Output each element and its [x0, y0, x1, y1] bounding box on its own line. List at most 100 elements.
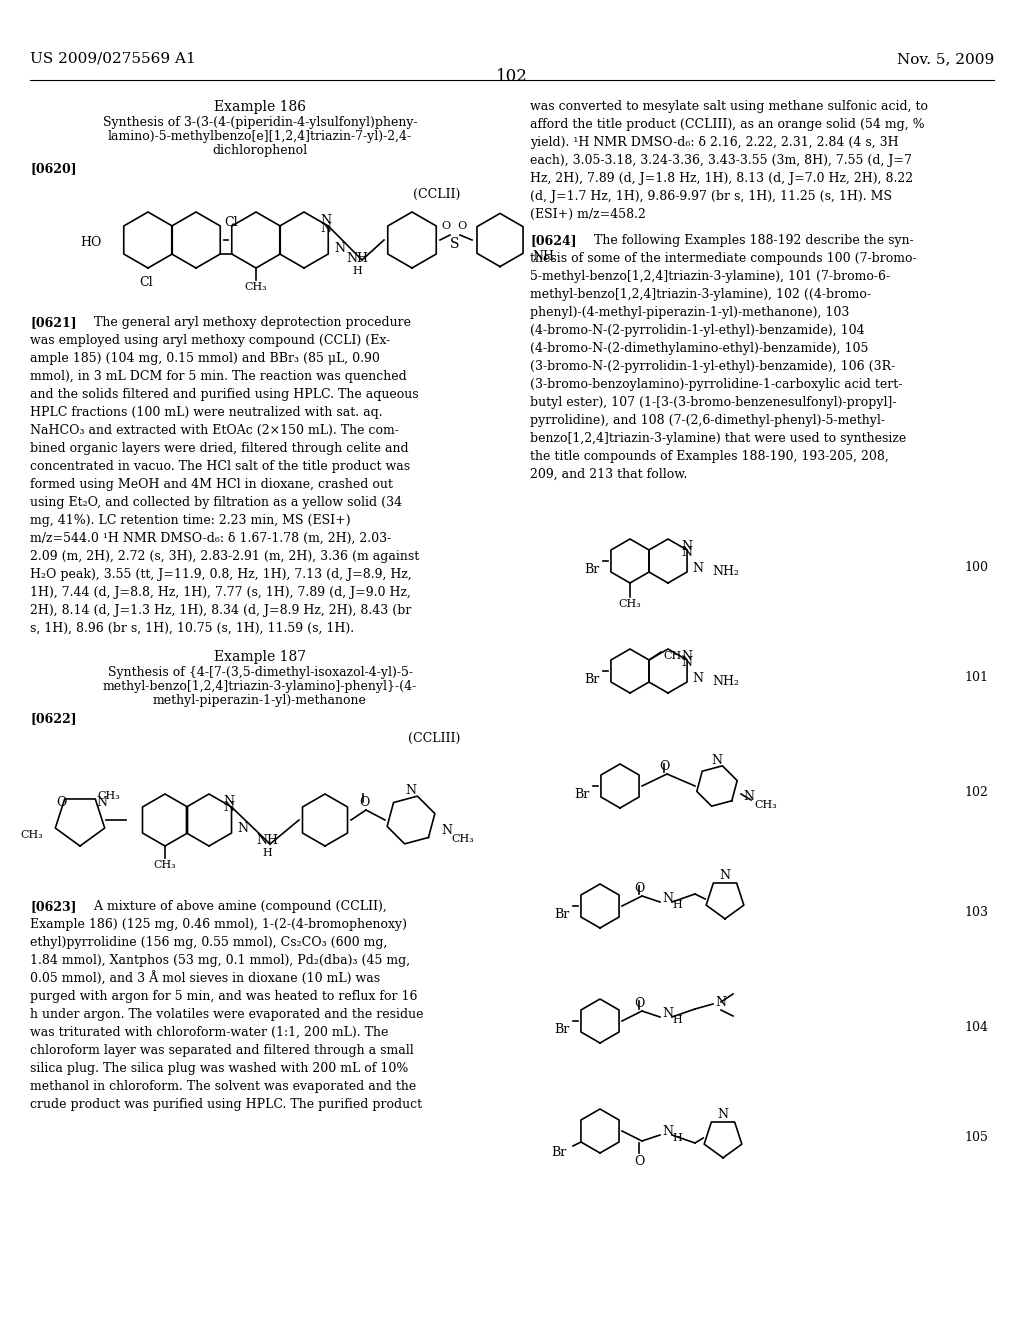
Text: CH₃: CH₃ — [245, 282, 267, 292]
Text: N: N — [662, 1007, 673, 1020]
Text: benzo[1,2,4]triazin-3-ylamine) that were used to synthesize: benzo[1,2,4]triazin-3-ylamine) that were… — [530, 432, 906, 445]
Text: O: O — [658, 760, 670, 774]
Text: 102: 102 — [965, 785, 988, 799]
Text: concentrated in vacuo. The HCl salt of the title product was: concentrated in vacuo. The HCl salt of t… — [30, 459, 411, 473]
Text: (CCLII): (CCLII) — [413, 187, 460, 201]
Text: h under argon. The volatiles were evaporated and the residue: h under argon. The volatiles were evapor… — [30, 1008, 424, 1020]
Text: mmol), in 3 mL DCM for 5 min. The reaction was quenched: mmol), in 3 mL DCM for 5 min. The reacti… — [30, 370, 407, 383]
Text: O: O — [634, 1155, 644, 1168]
Text: phenyl)-(4-methyl-piperazin-1-yl)-methanone), 103: phenyl)-(4-methyl-piperazin-1-yl)-methan… — [530, 306, 849, 319]
Text: Br: Br — [585, 564, 600, 576]
Text: s, 1H), 8.96 (br s, 1H), 10.75 (s, 1H), 11.59 (s, 1H).: s, 1H), 8.96 (br s, 1H), 10.75 (s, 1H), … — [30, 622, 354, 635]
Text: Br: Br — [555, 908, 570, 921]
Text: HO: HO — [81, 236, 102, 249]
Text: H: H — [672, 1133, 682, 1143]
Text: dichlorophenol: dichlorophenol — [212, 144, 307, 157]
Text: CH₃: CH₃ — [154, 861, 176, 870]
Text: CH₃: CH₃ — [451, 834, 474, 843]
Text: N: N — [692, 562, 703, 576]
Text: butyl ester), 107 (1-[3-(3-bromo-benzenesulfonyl)-propyl]-: butyl ester), 107 (1-[3-(3-bromo-benzene… — [530, 396, 896, 409]
Text: N: N — [720, 869, 730, 882]
Text: methyl-benzo[1,2,4]triazin-3-ylamino]-phenyl}-(4-: methyl-benzo[1,2,4]triazin-3-ylamino]-ph… — [102, 680, 417, 693]
Text: N: N — [715, 997, 726, 1008]
Text: CH₃: CH₃ — [664, 651, 686, 661]
Text: afford the title product (CCLIII), as an orange solid (54 mg, %: afford the title product (CCLIII), as an… — [530, 117, 925, 131]
Text: CH₃: CH₃ — [97, 791, 120, 801]
Text: using Et₂O, and collected by filtration as a yellow solid (34: using Et₂O, and collected by filtration … — [30, 496, 402, 510]
Text: 103: 103 — [964, 906, 988, 919]
Text: H: H — [352, 267, 361, 276]
Text: N: N — [237, 822, 248, 836]
Text: yield). ¹H NMR DMSO-d₆: δ 2.16, 2.22, 2.31, 2.84 (4 s, 3H: yield). ¹H NMR DMSO-d₆: δ 2.16, 2.22, 2.… — [530, 136, 899, 149]
Text: US 2009/0275569 A1: US 2009/0275569 A1 — [30, 51, 196, 66]
Text: O  O: O O — [442, 220, 468, 231]
Text: [0623]: [0623] — [30, 900, 77, 913]
Text: N: N — [681, 649, 692, 663]
Text: purged with argon for 5 min, and was heated to reflux for 16: purged with argon for 5 min, and was hea… — [30, 990, 418, 1003]
Text: N: N — [223, 801, 234, 814]
Text: NH: NH — [532, 249, 554, 263]
Text: NH: NH — [256, 834, 278, 847]
Text: O: O — [634, 882, 644, 895]
Text: Hz, 2H), 7.89 (d, J=1.8 Hz, 1H), 8.13 (d, J=7.0 Hz, 2H), 8.22: Hz, 2H), 7.89 (d, J=1.8 Hz, 1H), 8.13 (d… — [530, 172, 913, 185]
Text: (CCLIII): (CCLIII) — [408, 733, 460, 744]
Text: Br: Br — [555, 1023, 570, 1036]
Text: crude product was purified using HPLC. The purified product: crude product was purified using HPLC. T… — [30, 1098, 422, 1111]
Text: Example 186: Example 186 — [214, 100, 306, 114]
Text: (3-bromo-N-(2-pyrrolidin-1-yl-ethyl)-benzamide), 106 (3R-: (3-bromo-N-(2-pyrrolidin-1-yl-ethyl)-ben… — [530, 360, 895, 374]
Text: S: S — [451, 238, 460, 251]
Text: O: O — [358, 796, 370, 809]
Text: N: N — [692, 672, 703, 685]
Text: [0621]: [0621] — [30, 315, 77, 329]
Text: ethyl)pyrrolidine (156 mg, 0.55 mmol), Cs₂CO₃ (600 mg,: ethyl)pyrrolidine (156 mg, 0.55 mmol), C… — [30, 936, 387, 949]
Text: (3-bromo-benzoylamino)-pyrrolidine-1-carboxylic acid tert-: (3-bromo-benzoylamino)-pyrrolidine-1-car… — [530, 378, 902, 391]
Text: methyl-benzo[1,2,4]triazin-3-ylamine), 102 ((4-bromo-: methyl-benzo[1,2,4]triazin-3-ylamine), 1… — [530, 288, 871, 301]
Text: Br: Br — [552, 1146, 567, 1159]
Text: and the solids filtered and purified using HPLC. The aqueous: and the solids filtered and purified usi… — [30, 388, 419, 401]
Text: H: H — [672, 900, 682, 909]
Text: formed using MeOH and 4M HCl in dioxane, crashed out: formed using MeOH and 4M HCl in dioxane,… — [30, 478, 393, 491]
Text: thesis of some of the intermediate compounds 100 (7-bromo-: thesis of some of the intermediate compo… — [530, 252, 916, 265]
Text: The general aryl methoxy deprotection procedure: The general aryl methoxy deprotection pr… — [86, 315, 411, 329]
Text: silica plug. The silica plug was washed with 200 mL of 10%: silica plug. The silica plug was washed … — [30, 1063, 409, 1074]
Text: m/z=544.0 ¹H NMR DMSO-d₆: δ 1.67-1.78 (m, 2H), 2.03-: m/z=544.0 ¹H NMR DMSO-d₆: δ 1.67-1.78 (m… — [30, 532, 391, 545]
Text: chloroform layer was separated and filtered through a small: chloroform layer was separated and filte… — [30, 1044, 414, 1057]
Text: was employed using aryl methoxy compound (CCLI) (Ex-: was employed using aryl methoxy compound… — [30, 334, 390, 347]
Text: H: H — [672, 1015, 682, 1026]
Text: 2.09 (m, 2H), 2.72 (s, 3H), 2.83-2.91 (m, 2H), 3.36 (m against: 2.09 (m, 2H), 2.72 (s, 3H), 2.83-2.91 (m… — [30, 550, 419, 564]
Text: NaHCO₃ and extracted with EtOAc (2×150 mL). The com-: NaHCO₃ and extracted with EtOAc (2×150 m… — [30, 424, 399, 437]
Text: Br: Br — [585, 673, 600, 686]
Text: N: N — [662, 1125, 673, 1138]
Text: lamino)-5-methylbenzo[e][1,2,4]triazin-7-yl)-2,4-: lamino)-5-methylbenzo[e][1,2,4]triazin-7… — [108, 129, 412, 143]
Text: N: N — [319, 214, 331, 227]
Text: N: N — [223, 796, 234, 808]
Text: (4-bromo-N-(2-pyrrolidin-1-yl-ethyl)-benzamide), 104: (4-bromo-N-(2-pyrrolidin-1-yl-ethyl)-ben… — [530, 323, 864, 337]
Text: N: N — [681, 546, 692, 558]
Text: N: N — [406, 784, 417, 797]
Text: 0.05 mmol), and 3 Å mol sieves in dioxane (10 mL) was: 0.05 mmol), and 3 Å mol sieves in dioxan… — [30, 972, 380, 986]
Text: Example 187: Example 187 — [214, 649, 306, 664]
Text: (4-bromo-N-(2-dimethylamino-ethyl)-benzamide), 105: (4-bromo-N-(2-dimethylamino-ethyl)-benza… — [530, 342, 868, 355]
Text: Br: Br — [574, 788, 590, 801]
Text: CH₃: CH₃ — [618, 599, 641, 609]
Text: 102: 102 — [496, 69, 528, 84]
Text: CH₃: CH₃ — [20, 830, 43, 840]
Text: Cl: Cl — [139, 276, 153, 289]
Text: Nov. 5, 2009: Nov. 5, 2009 — [897, 51, 994, 66]
Text: HPLC fractions (100 mL) were neutralized with sat. aq.: HPLC fractions (100 mL) were neutralized… — [30, 407, 383, 418]
Text: NH₂: NH₂ — [712, 565, 739, 578]
Text: 1H), 7.44 (d, J=8.8, Hz, 1H), 7.77 (s, 1H), 7.89 (d, J=9.0 Hz,: 1H), 7.44 (d, J=8.8, Hz, 1H), 7.77 (s, 1… — [30, 586, 411, 599]
Text: O: O — [634, 997, 644, 1010]
Text: NH₂: NH₂ — [712, 675, 739, 688]
Text: was converted to mesylate salt using methane sulfonic acid, to: was converted to mesylate salt using met… — [530, 100, 928, 114]
Text: (ESI+) m/z=458.2: (ESI+) m/z=458.2 — [530, 209, 646, 220]
Text: each), 3.05-3.18, 3.24-3.36, 3.43-3.55 (3m, 8H), 7.55 (d, J=7: each), 3.05-3.18, 3.24-3.36, 3.43-3.55 (… — [530, 154, 912, 168]
Text: H: H — [262, 847, 272, 858]
Text: Cl: Cl — [224, 216, 238, 228]
Text: pyrrolidine), and 108 (7-(2,6-dimethyl-phenyl)-5-methyl-: pyrrolidine), and 108 (7-(2,6-dimethyl-p… — [530, 414, 885, 426]
Text: 105: 105 — [965, 1131, 988, 1144]
Text: the title compounds of Examples 188-190, 193-205, 208,: the title compounds of Examples 188-190,… — [530, 450, 889, 463]
Text: ample 185) (104 mg, 0.15 mmol) and BBr₃ (85 μL, 0.90: ample 185) (104 mg, 0.15 mmol) and BBr₃ … — [30, 352, 380, 366]
Text: N: N — [681, 540, 692, 553]
Text: Synthesis of 3-(3-(4-(piperidin-4-ylsulfonyl)pheny-: Synthesis of 3-(3-(4-(piperidin-4-ylsulf… — [102, 116, 418, 129]
